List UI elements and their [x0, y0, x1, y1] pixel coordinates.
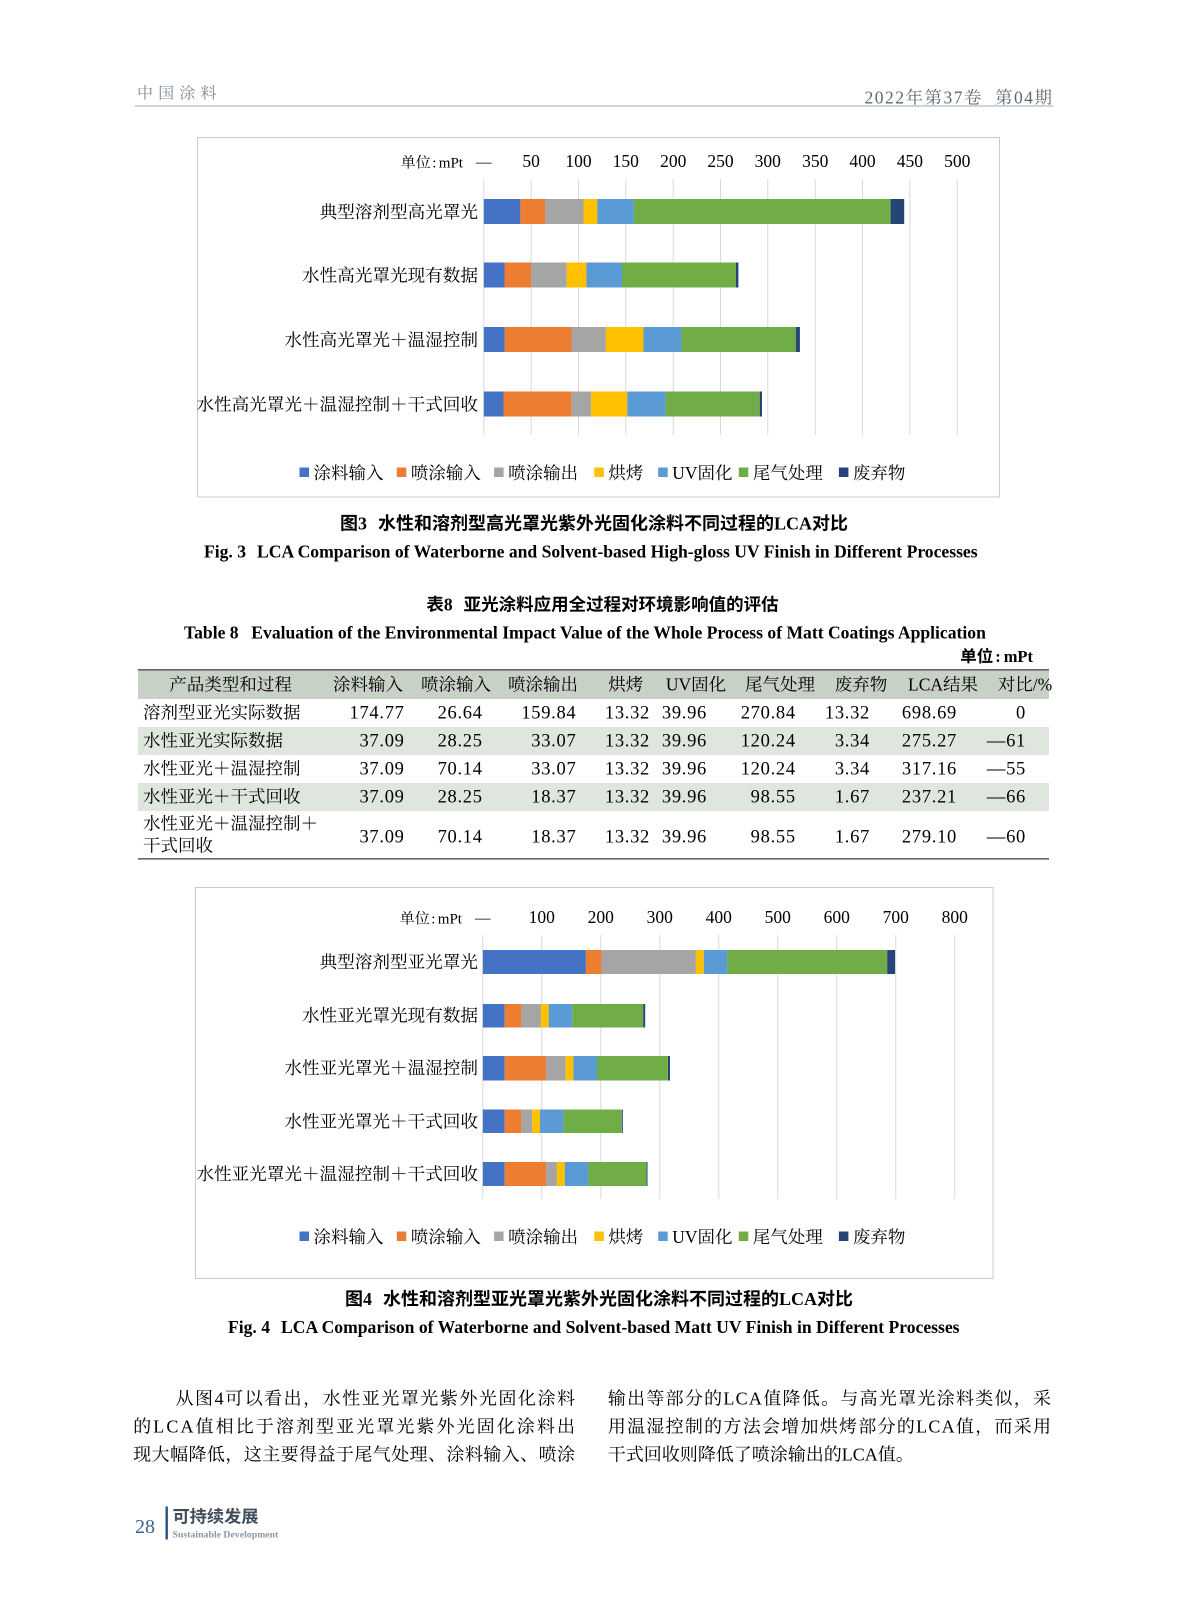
svg-text:LCA: LCA	[908, 675, 943, 695]
svg-text:3.34: 3.34	[835, 760, 870, 780]
svg-text:mPt: mPt	[1004, 647, 1034, 666]
svg-text:—66: —66	[986, 788, 1026, 808]
svg-text:700: 700	[883, 907, 910, 927]
svg-text:100: 100	[529, 907, 556, 927]
svg-text:150: 150	[613, 151, 640, 171]
svg-text:37: 37	[944, 88, 965, 108]
svg-text:LCA: LCA	[779, 1289, 817, 1309]
svg-text:4: 4	[215, 1389, 226, 1409]
svg-text:—60: —60	[986, 828, 1026, 848]
svg-text::: :	[432, 156, 436, 172]
svg-text:275.27: 275.27	[902, 732, 957, 752]
svg-text:UV: UV	[672, 463, 698, 483]
svg-text:300: 300	[647, 907, 674, 927]
svg-text:—61: —61	[986, 732, 1026, 752]
svg-text:4: 4	[363, 1289, 372, 1309]
svg-text:39.96: 39.96	[662, 788, 707, 808]
svg-text:400: 400	[706, 907, 733, 927]
svg-text:0: 0	[1016, 704, 1026, 724]
svg-text:33.07: 33.07	[531, 732, 576, 752]
svg-text:LCA: LCA	[916, 1417, 956, 1437]
svg-text:237.21: 237.21	[902, 788, 957, 808]
svg-text:98.55: 98.55	[751, 788, 796, 808]
svg-text:Table 8: Table 8	[184, 623, 239, 643]
svg-text:39.96: 39.96	[662, 732, 707, 752]
svg-text:LCA: LCA	[153, 1417, 195, 1437]
svg-text:279.10: 279.10	[902, 828, 957, 848]
svg-text:37.09: 37.09	[359, 788, 404, 808]
svg-text:500: 500	[944, 151, 971, 171]
svg-text:450: 450	[897, 151, 924, 171]
svg-text:33.07: 33.07	[531, 760, 576, 780]
svg-text:8: 8	[444, 595, 453, 615]
svg-text:13.32: 13.32	[605, 732, 650, 752]
svg-text:1.67: 1.67	[835, 788, 870, 808]
svg-text:200: 200	[588, 907, 615, 927]
svg-text::: :	[995, 647, 1001, 666]
svg-text:18.37: 18.37	[531, 788, 576, 808]
svg-text:70.14: 70.14	[438, 828, 483, 848]
svg-text:70.14: 70.14	[438, 760, 483, 780]
svg-text:13.32: 13.32	[605, 788, 650, 808]
svg-text:39.96: 39.96	[662, 828, 707, 848]
svg-text:13.32: 13.32	[605, 760, 650, 780]
svg-text:120.24: 120.24	[741, 732, 796, 752]
svg-text:400: 400	[849, 151, 876, 171]
svg-text:04: 04	[1014, 88, 1035, 108]
svg-text:2022: 2022	[865, 88, 906, 108]
svg-text:—: —	[475, 154, 492, 171]
svg-text:UV: UV	[672, 1227, 698, 1247]
svg-text:LCA: LCA	[842, 1445, 878, 1465]
svg-text:37.09: 37.09	[359, 760, 404, 780]
svg-text:mPt: mPt	[438, 912, 463, 928]
svg-text:18.37: 18.37	[531, 828, 576, 848]
svg-text::: :	[431, 912, 435, 928]
svg-text:13.32: 13.32	[605, 704, 650, 724]
svg-text:39.96: 39.96	[662, 760, 707, 780]
svg-text:LCA Comparison of Waterborne a: LCA Comparison of Waterborne and Solvent…	[281, 1317, 960, 1337]
svg-text:37.09: 37.09	[359, 732, 404, 752]
svg-text:1.67: 1.67	[835, 828, 870, 848]
svg-text:250: 250	[707, 151, 734, 171]
svg-text:3.34: 3.34	[835, 732, 870, 752]
svg-text:28.25: 28.25	[438, 788, 483, 808]
svg-text:39.96: 39.96	[662, 704, 707, 724]
svg-text:120.24: 120.24	[741, 760, 796, 780]
svg-text:600: 600	[824, 907, 851, 927]
svg-text:50: 50	[522, 151, 540, 171]
svg-text:98.55: 98.55	[751, 828, 796, 848]
svg-text:LCA: LCA	[774, 514, 812, 534]
svg-text:100: 100	[565, 151, 592, 171]
svg-text:270.84: 270.84	[741, 704, 796, 724]
svg-text:26.64: 26.64	[438, 704, 483, 724]
svg-text:37.09: 37.09	[359, 828, 404, 848]
svg-text:317.16: 317.16	[902, 760, 957, 780]
svg-text:800: 800	[942, 907, 969, 927]
svg-text:174.77: 174.77	[350, 704, 405, 724]
svg-text:LCA: LCA	[723, 1389, 763, 1409]
svg-text:698.69: 698.69	[902, 704, 957, 724]
svg-text:159.84: 159.84	[521, 704, 576, 724]
svg-text:—: —	[474, 910, 491, 927]
svg-text:500: 500	[765, 907, 792, 927]
svg-text:28: 28	[135, 1516, 155, 1538]
svg-text:/%: /%	[1033, 675, 1052, 695]
svg-text:350: 350	[802, 151, 829, 171]
svg-text:3: 3	[358, 514, 367, 534]
svg-text:Fig. 4: Fig. 4	[228, 1317, 270, 1337]
svg-text:13.32: 13.32	[605, 828, 650, 848]
svg-text:200: 200	[660, 151, 687, 171]
svg-text:Fig. 3: Fig. 3	[204, 542, 246, 562]
svg-text:13.32: 13.32	[825, 704, 870, 724]
svg-text:28.25: 28.25	[438, 732, 483, 752]
svg-text:—55: —55	[986, 760, 1026, 780]
svg-text:300: 300	[755, 151, 782, 171]
svg-text:Sustainable Development: Sustainable Development	[173, 1530, 280, 1541]
svg-text:Evaluation of the Environmenta: Evaluation of the Environmental Impact V…	[251, 623, 986, 643]
svg-text:UV: UV	[666, 675, 692, 695]
svg-text:mPt: mPt	[439, 156, 464, 172]
svg-text:LCA Comparison of Waterborne a: LCA Comparison of Waterborne and Solvent…	[257, 542, 978, 562]
